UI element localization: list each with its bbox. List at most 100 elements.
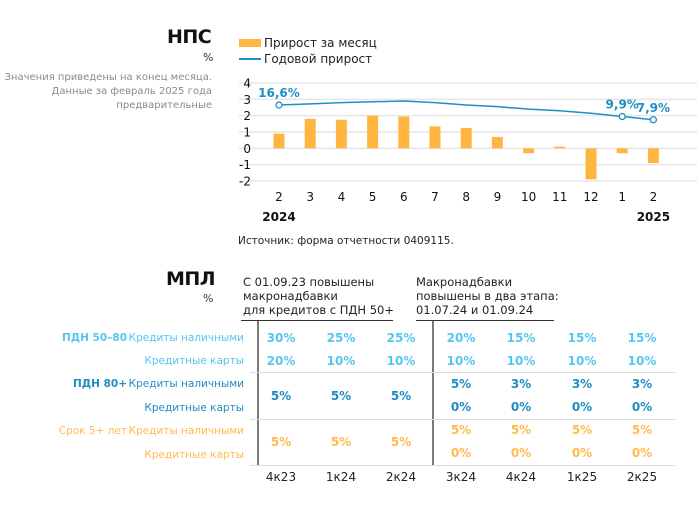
bar (460, 127, 472, 149)
header-right-line: Макронадбавки (416, 275, 513, 289)
header-right-line: повышены в два этапа: (416, 289, 559, 303)
bar (585, 148, 597, 180)
table-cell: 10% (506, 354, 536, 368)
table-cell: 20% (266, 354, 296, 368)
group-label-term-5: Срок 5+ лет (58, 425, 127, 437)
y-tick-label: 0 (243, 142, 251, 156)
table-cell-merged: 5% (270, 389, 292, 403)
bar (429, 126, 441, 149)
row-label: Кредитные карты (144, 402, 244, 414)
table-cell: 30% (266, 331, 296, 345)
table-cell: 0% (510, 446, 532, 460)
line-swatch-icon (239, 58, 261, 60)
quarter-label: 1к24 (325, 470, 357, 484)
source-note: Источник: форма отчетности 0409115. (238, 235, 454, 247)
header-right-line: 01.07.24 и 01.09.24 (416, 303, 534, 317)
y-tick-label: 1 (243, 126, 251, 140)
quarter-label: 2к25 (626, 470, 658, 484)
line-data-label: 16,6% (258, 86, 300, 100)
quarter-label: 2к24 (385, 470, 417, 484)
bar-swatch-icon (239, 39, 261, 47)
table-cell: 5% (510, 423, 532, 437)
x-tick-label: 2 (275, 190, 283, 204)
annual-growth-line (278, 100, 654, 121)
table-cell: 5% (450, 423, 472, 437)
header-right: Макронадбавки повышены в два этапа: 01.0… (416, 275, 559, 317)
table-cell: 15% (627, 331, 657, 345)
header-left-line: макронадбавки (243, 289, 338, 303)
legend-item-monthly: Прирост за месяц (239, 35, 377, 51)
table-cell: 0% (510, 400, 532, 414)
row-separator (250, 372, 675, 373)
table-cell: 10% (627, 354, 657, 368)
table-cell: 25% (326, 331, 356, 345)
table-cell: 5% (571, 423, 593, 437)
nps-note: Значения приведены на конец месяца. Данн… (0, 71, 212, 113)
x-tick-label: 3 (306, 190, 314, 204)
x-tick-label: 7 (431, 190, 439, 204)
x-tick-label: 2 (650, 190, 658, 204)
x-tick-label: 9 (494, 190, 502, 204)
x-tick-label: 8 (462, 190, 470, 204)
table-cell: 3% (510, 377, 532, 391)
table-cell: 0% (571, 446, 593, 460)
row-label: Кредиты наличными (128, 378, 244, 390)
bars (273, 115, 659, 180)
line-marker (618, 112, 626, 121)
x-tick-label: 11 (552, 190, 567, 204)
legend-label: Прирост за месяц (264, 36, 377, 50)
table-cell: 15% (506, 331, 536, 345)
row-separator (250, 465, 675, 466)
mpl-unit: % (203, 292, 214, 305)
quarter-label: 1к25 (566, 470, 598, 484)
legend-label: Годовой прирост (264, 52, 373, 66)
table-cell: 0% (450, 400, 472, 414)
table-cell-merged: 5% (270, 435, 292, 449)
table-cell: 10% (567, 354, 597, 368)
table-cell: 15% (567, 331, 597, 345)
table-cell-merged: 5% (330, 389, 352, 403)
quarter-label: 4к24 (505, 470, 537, 484)
x-tick-label: 6 (400, 190, 408, 204)
y-axis: 4 3 2 1 0 -1 -2 (239, 77, 251, 189)
legend-item-annual: Годовой прирост (239, 51, 377, 67)
bar (367, 115, 379, 149)
table-cell: 5% (450, 377, 472, 391)
line-series: 16,6% 9,9%7,9% (258, 86, 670, 124)
nps-note-line: Данные за февраль 2025 года (51, 86, 212, 97)
x-tick-label: 10 (521, 190, 536, 204)
table-cell-merged: 5% (390, 389, 412, 403)
x-tick-label: 4 (338, 190, 346, 204)
x-tick-label: 12 (583, 190, 598, 204)
mpl-title: МПЛ (166, 268, 216, 290)
table-cell: 3% (631, 377, 653, 391)
table-cell: 10% (446, 354, 476, 368)
x-tick-label: 1 (618, 190, 626, 204)
row-label: Кредитные карты (144, 355, 244, 367)
bar (647, 148, 659, 164)
row-label: Кредиты наличными (128, 425, 244, 437)
line-data-label: 9,9% (606, 97, 639, 111)
quarter-label: 3к24 (445, 470, 477, 484)
table-cell: 20% (446, 331, 476, 345)
table-cell: 0% (631, 446, 653, 460)
header-left: С 01.09.23 повышены макронадбавки для кр… (243, 275, 394, 317)
group-label-pdn-50-80: ПДН 50–80 (61, 332, 127, 344)
table-cell: 10% (386, 354, 416, 368)
line-marker (275, 101, 283, 109)
header-left-line: для кредитов с ПДН 50+ (243, 303, 394, 317)
table-cell: 5% (631, 423, 653, 437)
chart-legend: Прирост за месяц Годовой прирост (239, 35, 377, 67)
line-marker (649, 116, 658, 124)
bar (523, 148, 535, 154)
bar (398, 116, 410, 149)
bar (491, 136, 503, 149)
x-tick-label: 5 (369, 190, 377, 204)
year-label: 2025 (637, 210, 670, 224)
divider-vertical (432, 321, 434, 465)
bar (273, 133, 285, 149)
table-cell: 3% (571, 377, 593, 391)
divider-vertical (257, 321, 259, 465)
table-cell-merged: 5% (390, 435, 412, 449)
